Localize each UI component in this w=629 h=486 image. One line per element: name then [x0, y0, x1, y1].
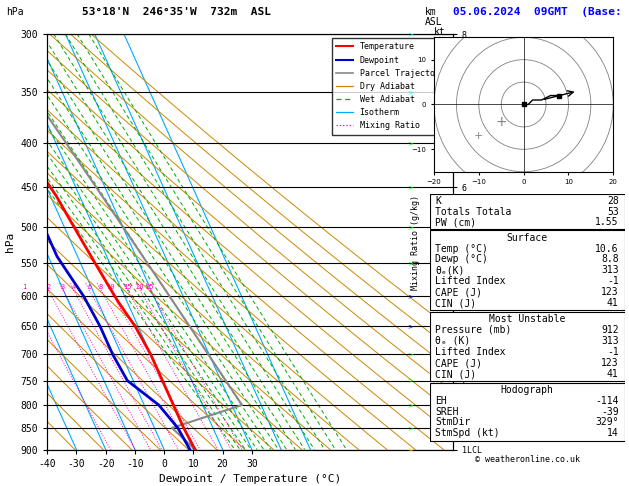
Text: StmDir: StmDir	[435, 417, 470, 428]
Text: >: >	[408, 351, 413, 358]
Text: 313: 313	[601, 336, 619, 346]
Text: CIN (J): CIN (J)	[435, 298, 477, 308]
Text: 8: 8	[99, 284, 103, 290]
Bar	[430, 312, 625, 381]
Text: 6: 6	[87, 284, 91, 290]
Text: 8.8: 8.8	[601, 255, 619, 264]
Text: >: >	[408, 140, 413, 146]
Text: 20: 20	[135, 284, 144, 290]
Text: Lifted Index: Lifted Index	[435, 277, 506, 286]
Text: 329°: 329°	[595, 417, 619, 428]
X-axis label: Dewpoint / Temperature (°C): Dewpoint / Temperature (°C)	[159, 474, 341, 484]
Text: >: >	[408, 31, 413, 37]
Text: >: >	[408, 447, 413, 452]
Bar	[430, 230, 625, 311]
Text: Most Unstable: Most Unstable	[489, 314, 565, 324]
Legend: Temperature, Dewpoint, Parcel Trajectory, Dry Adiabat, Wet Adiabat, Isotherm, Mi: Temperature, Dewpoint, Parcel Trajectory…	[332, 38, 448, 135]
Text: >: >	[408, 293, 413, 299]
Text: 313: 313	[601, 265, 619, 276]
Text: 4: 4	[72, 284, 75, 290]
Text: >: >	[408, 324, 413, 330]
Text: θₑ(K): θₑ(K)	[435, 265, 465, 276]
Text: PW (cm): PW (cm)	[435, 217, 477, 227]
Text: 912: 912	[601, 325, 619, 335]
Text: >: >	[408, 378, 413, 383]
Text: © weatheronline.co.uk: © weatheronline.co.uk	[475, 454, 579, 464]
Text: >: >	[408, 184, 413, 191]
Text: 10.6: 10.6	[595, 243, 619, 254]
Text: 14: 14	[607, 428, 619, 438]
Bar	[430, 382, 625, 440]
Text: 05.06.2024  09GMT  (Base: 12): 05.06.2024 09GMT (Base: 12)	[453, 7, 629, 17]
Text: -39: -39	[601, 406, 619, 417]
Text: hPa: hPa	[6, 7, 24, 17]
Text: 28: 28	[607, 196, 619, 206]
Text: Pressure (mb): Pressure (mb)	[435, 325, 512, 335]
Text: kt: kt	[434, 27, 446, 37]
Text: 123: 123	[601, 358, 619, 368]
Text: Mixing Ratio (g/kg): Mixing Ratio (g/kg)	[411, 195, 420, 291]
Text: >: >	[408, 224, 413, 230]
Text: K: K	[435, 196, 442, 206]
Text: Temp (°C): Temp (°C)	[435, 243, 488, 254]
Text: -114: -114	[595, 396, 619, 406]
Text: ASL: ASL	[425, 17, 442, 27]
Text: 53: 53	[607, 207, 619, 217]
Text: 25: 25	[145, 284, 154, 290]
Text: +: +	[496, 115, 507, 129]
Text: θₑ (K): θₑ (K)	[435, 336, 470, 346]
Text: 1.55: 1.55	[595, 217, 619, 227]
Text: SREH: SREH	[435, 406, 459, 417]
Bar	[430, 194, 625, 229]
Text: 3: 3	[60, 284, 65, 290]
Y-axis label: hPa: hPa	[5, 232, 15, 252]
Text: 2: 2	[46, 284, 50, 290]
Text: CAPE (J): CAPE (J)	[435, 358, 482, 368]
Text: Hodograph: Hodograph	[501, 384, 554, 395]
Text: >: >	[408, 402, 413, 408]
Text: 41: 41	[607, 369, 619, 379]
Text: StmSpd (kt): StmSpd (kt)	[435, 428, 500, 438]
Text: +: +	[474, 131, 484, 141]
Text: 10: 10	[106, 284, 114, 290]
Text: -1: -1	[607, 347, 619, 357]
Text: >: >	[408, 260, 413, 266]
Text: Surface: Surface	[506, 233, 548, 243]
Text: km: km	[425, 7, 437, 17]
Text: 123: 123	[601, 287, 619, 297]
Text: -1: -1	[607, 277, 619, 286]
Text: 41: 41	[607, 298, 619, 308]
Text: 53°18'N  246°35'W  732m  ASL: 53°18'N 246°35'W 732m ASL	[82, 7, 270, 17]
Text: 15: 15	[123, 284, 131, 290]
Text: Dewp (°C): Dewp (°C)	[435, 255, 488, 264]
Text: CAPE (J): CAPE (J)	[435, 287, 482, 297]
Text: 1: 1	[23, 284, 26, 290]
Text: Lifted Index: Lifted Index	[435, 347, 506, 357]
Text: >: >	[408, 425, 413, 431]
Text: CIN (J): CIN (J)	[435, 369, 477, 379]
Text: Totals Totala: Totals Totala	[435, 207, 512, 217]
Text: >: >	[408, 89, 413, 95]
Text: EH: EH	[435, 396, 447, 406]
